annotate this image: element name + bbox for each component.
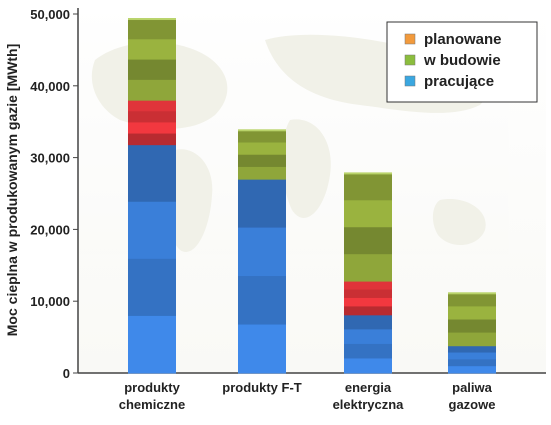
bar-band (238, 166, 286, 180)
bar-band (128, 59, 176, 81)
y-axis: 0 10,000 20,000 30,000 40,000 50,000 (30, 7, 78, 381)
bar-segment-pracujące (238, 179, 286, 374)
y-tick-label: 50,000 (30, 7, 70, 22)
bar-segment-pracujące (448, 345, 496, 374)
bar-band (238, 130, 286, 144)
bar-band (448, 359, 496, 367)
x-axis-labels: produkty chemiczne produkty F-T energia elek… (119, 380, 496, 412)
bar-band (344, 358, 392, 374)
bar-band (128, 258, 176, 317)
bar-band (344, 329, 392, 345)
bar-band (344, 200, 392, 228)
x-category-label: produkty F-T (222, 380, 301, 395)
bar-band (344, 281, 392, 291)
legend-label-planowane: planowane (424, 31, 502, 48)
y-tick-label: 30,000 (30, 151, 70, 166)
bar-band (238, 154, 286, 168)
y-tick-label: 40,000 (30, 79, 70, 94)
bar-band (128, 19, 176, 40)
bar-segment-w-budowie (128, 100, 176, 146)
bar-band (128, 79, 176, 101)
bar-band (128, 111, 176, 123)
bar-band (448, 345, 496, 354)
bar-band (344, 343, 392, 359)
x-category-label: produkty chemiczne (119, 380, 185, 412)
bar-band (128, 315, 176, 374)
bar-band (448, 293, 496, 307)
bar-band (238, 276, 286, 326)
y-tick-label: 20,000 (30, 222, 70, 237)
legend-label-w-budowie: w budowie (423, 52, 501, 69)
bar-band (344, 306, 392, 316)
legend-label-pracujace: pracujące (424, 73, 494, 90)
bar-band (238, 142, 286, 156)
bar-band (238, 324, 286, 374)
bar-band (344, 227, 392, 255)
bar-segment-w-budowie (344, 281, 392, 316)
bar-band (448, 332, 496, 347)
bar-top (128, 18, 176, 21)
x-category-label: energia elektryczna (333, 380, 405, 412)
legend-swatch-w-budowie (404, 54, 416, 66)
bar-band (344, 314, 392, 330)
bar-band (448, 366, 496, 374)
y-axis-label: Moc cieplna w produkowanym gazie [MWth] (4, 44, 20, 336)
bar-band (344, 173, 392, 201)
bar-band (128, 122, 176, 135)
y-tick-label: 0 (63, 366, 70, 381)
bar-band (448, 352, 496, 360)
legend: planowane w budowie pracujące (386, 21, 538, 103)
y-tick-label: 10,000 (30, 294, 70, 309)
bar-segment-planowane (238, 130, 286, 180)
bar-band (344, 289, 392, 299)
bar-band (128, 201, 176, 260)
x-category-label: paliwa gazowe (449, 380, 496, 412)
bar-segment-pracujące (344, 314, 392, 374)
bar-band (238, 227, 286, 277)
bar-segment-planowane (344, 173, 392, 282)
bar-segment-planowane (128, 19, 176, 101)
bar-band (128, 133, 176, 146)
bar-band (238, 179, 286, 229)
legend-swatch-pracujace (404, 75, 416, 87)
bar-band (344, 254, 392, 282)
bar-band (128, 39, 176, 61)
bar-band (448, 319, 496, 334)
bars (128, 18, 496, 374)
bar-band (448, 306, 496, 321)
bar-band (128, 100, 176, 112)
bar-top (238, 129, 286, 132)
bar-segment-planowane (448, 293, 496, 347)
bar-top (344, 172, 392, 175)
bar-segment-pracujące (128, 144, 176, 374)
legend-swatch-planowane (404, 33, 416, 45)
bar-band (344, 297, 392, 307)
bar-top (448, 292, 496, 295)
bar-band (128, 144, 176, 203)
